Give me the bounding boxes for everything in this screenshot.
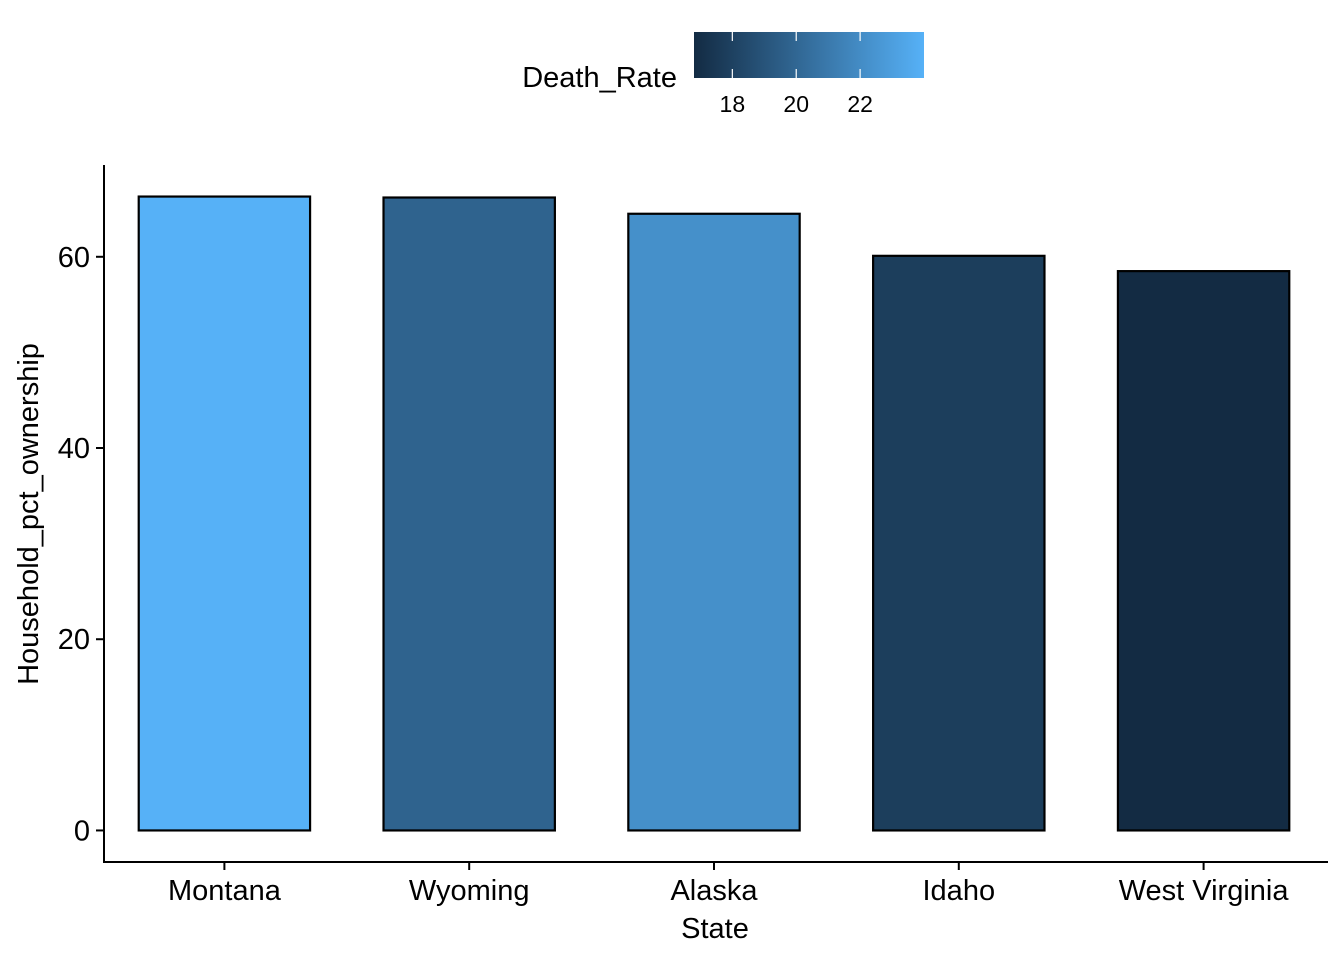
bar-alaska — [627, 212, 801, 832]
legend-title: Death_Rate — [522, 62, 677, 94]
y-tick-label: 40 — [58, 433, 90, 465]
x-tick-label: Wyoming — [409, 875, 530, 907]
x-tick-label: Montana — [168, 875, 282, 907]
legend: Death_Rate 18 20 22 — [522, 32, 924, 117]
legend-colorbar — [694, 32, 924, 78]
bars — [137, 195, 1291, 832]
bar-idaho — [872, 254, 1046, 832]
x-tick-label: Idaho — [923, 875, 996, 907]
x-axis-title: State — [681, 913, 749, 945]
legend-tick-label: 18 — [720, 91, 746, 117]
legend-tick-label: 20 — [783, 91, 809, 117]
y-tick-label: 20 — [58, 624, 90, 656]
x-tick-label: West Virginia — [1119, 875, 1290, 907]
bar-wyoming — [382, 196, 556, 832]
legend-tick-label: 22 — [847, 91, 873, 117]
x-axis: Montana Wyoming Alaska Idaho West Virginia — [103, 861, 1328, 907]
y-axis-title: Household_pct_ownership — [13, 343, 45, 685]
bar-west-virginia — [1116, 270, 1291, 832]
y-axis: 0 20 40 60 — [58, 165, 105, 862]
x-tick-label: Alaska — [670, 875, 758, 907]
y-tick-label: 60 — [58, 242, 90, 274]
bar-montana — [137, 195, 312, 832]
legend-ticks: 18 20 22 — [720, 32, 873, 117]
y-tick-label: 0 — [74, 815, 90, 847]
